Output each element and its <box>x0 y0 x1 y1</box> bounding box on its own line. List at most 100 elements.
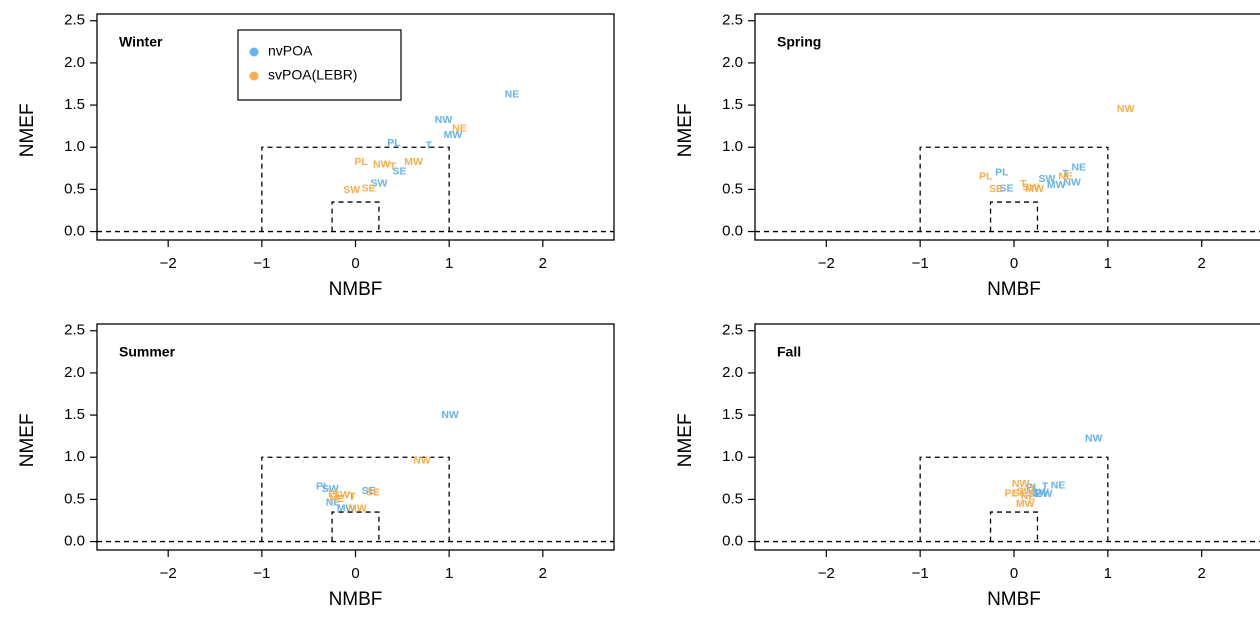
point-label: MW <box>1047 179 1066 191</box>
point-label: MW <box>348 502 367 514</box>
y-tick-label: 2.5 <box>722 12 743 29</box>
point-label: SE <box>393 165 407 177</box>
y-axis-label: NMEF <box>675 103 696 157</box>
point-label: NW <box>1012 478 1030 490</box>
y-tick-label: 1.0 <box>722 448 743 465</box>
point-label: T <box>1030 483 1037 495</box>
y-tick-label: 1.5 <box>722 96 743 113</box>
point-label: SW <box>322 483 339 495</box>
point-label: NW <box>413 454 431 466</box>
point-label: PL <box>387 137 401 149</box>
point-label: SE <box>989 183 1003 195</box>
point-label: MW <box>444 129 463 141</box>
point-label: SW <box>1022 181 1039 193</box>
point-label: T <box>390 160 397 172</box>
y-axis-label: NMEF <box>675 413 696 467</box>
point-label: PL <box>328 488 342 500</box>
reference-box <box>919 146 1109 232</box>
x-tick-label: −1 <box>253 255 270 272</box>
y-tick-label: 1.0 <box>722 138 743 155</box>
x-tick-label: 2 <box>1198 565 1206 582</box>
point-label: NW <box>1063 176 1081 188</box>
legend-marker <box>249 47 259 57</box>
point-label: PL <box>1026 481 1040 493</box>
point-label: PL <box>995 166 1009 178</box>
point-label: NW <box>435 114 453 126</box>
point-label: SW <box>1038 173 1055 185</box>
y-tick-label: 2.5 <box>64 322 85 339</box>
x-axis-label: NMBF <box>987 589 1041 610</box>
x-tick-label: −2 <box>160 565 177 582</box>
point-label: NE <box>1021 491 1036 503</box>
point-label: SE <box>362 182 376 194</box>
reference-box <box>989 201 1039 232</box>
legend-box <box>237 29 402 101</box>
legend-marker <box>249 71 259 81</box>
x-tick-label: 2 <box>1198 255 1206 272</box>
y-tick-label: 0.5 <box>64 490 85 507</box>
y-tick-label: 1.5 <box>64 406 85 423</box>
point-label: MW <box>404 156 423 168</box>
point-label: SW <box>370 177 387 189</box>
x-tick-label: 0 <box>351 565 359 582</box>
x-tick-label: 1 <box>445 255 453 272</box>
point-label: SE <box>999 182 1013 194</box>
y-tick-label: 2.0 <box>722 364 743 381</box>
y-tick-label: 0.5 <box>722 490 743 507</box>
point-label: T <box>349 491 356 503</box>
point-label: NE <box>505 89 520 101</box>
x-tick-label: 2 <box>539 565 547 582</box>
point-label: PL <box>316 481 330 493</box>
point-label: SW <box>1032 486 1049 498</box>
y-tick-label: 0.5 <box>64 180 85 197</box>
point-label: T <box>1042 481 1049 493</box>
point-label: NE <box>1071 161 1086 173</box>
y-tick-label: 1.5 <box>722 406 743 423</box>
legend-label: svPOA(LEBR) <box>268 67 357 83</box>
point-label: NE <box>1051 480 1066 492</box>
x-tick-label: 1 <box>445 565 453 582</box>
x-tick-label: −1 <box>912 255 929 272</box>
y-tick-label: 2.0 <box>722 54 743 71</box>
y-tick-label: 0.0 <box>722 223 743 240</box>
y-tick-label: 1.0 <box>64 138 85 155</box>
point-label: T <box>349 491 356 503</box>
y-tick-label: 2.5 <box>64 12 85 29</box>
y-tick-label: 1.0 <box>64 448 85 465</box>
x-axis-label: NMBF <box>329 589 383 610</box>
y-axis-label: NMEF <box>17 413 38 467</box>
point-label: T <box>425 139 432 151</box>
point-label: NW <box>441 409 459 421</box>
plot-frame <box>754 323 1260 551</box>
point-label: NE <box>329 493 344 505</box>
x-tick-label: −2 <box>818 565 835 582</box>
y-tick-label: 0.0 <box>64 533 85 550</box>
y-tick-label: 2.0 <box>64 364 85 381</box>
y-tick-label: 0.0 <box>64 223 85 240</box>
y-tick-label: 0.5 <box>722 180 743 197</box>
legend-label: nvPOA <box>268 43 313 59</box>
reference-box <box>919 456 1109 542</box>
x-tick-label: −2 <box>160 255 177 272</box>
reference-box <box>331 511 380 542</box>
panel: −2 −1 0 1 20.00.51.01.52.02.5NMBFNMEFFallNWN… <box>675 322 1260 610</box>
panel-title: Fall <box>777 344 801 360</box>
panel-title: Summer <box>119 344 176 360</box>
y-tick-label: 2.5 <box>722 322 743 339</box>
point-label: SE <box>362 485 376 497</box>
x-tick-label: 0 <box>351 255 359 272</box>
point-label: NW <box>1085 432 1103 444</box>
point-label: MW <box>1034 488 1053 500</box>
point-label: SW <box>333 489 350 501</box>
point-label: PL <box>354 156 368 168</box>
point-label: NW <box>1117 103 1135 115</box>
point-label: NE <box>326 497 341 509</box>
panel: −2 −1 0 1 2 0.0 0.5 1.0 1.5 2.0 2.5 NMBF NMEF Winter N… <box>17 12 615 300</box>
point-label: MW <box>1016 498 1035 510</box>
point-label: SE <box>1013 487 1027 499</box>
y-tick-label: 1.5 <box>64 96 85 113</box>
panel: −2 −1 0 1 2 0.0 0.5 1.0 1.5 2.0 2.5 NMBF NMEF Summer N… <box>17 322 615 610</box>
point-label: NW <box>373 159 391 171</box>
point-label: SE <box>366 486 380 498</box>
